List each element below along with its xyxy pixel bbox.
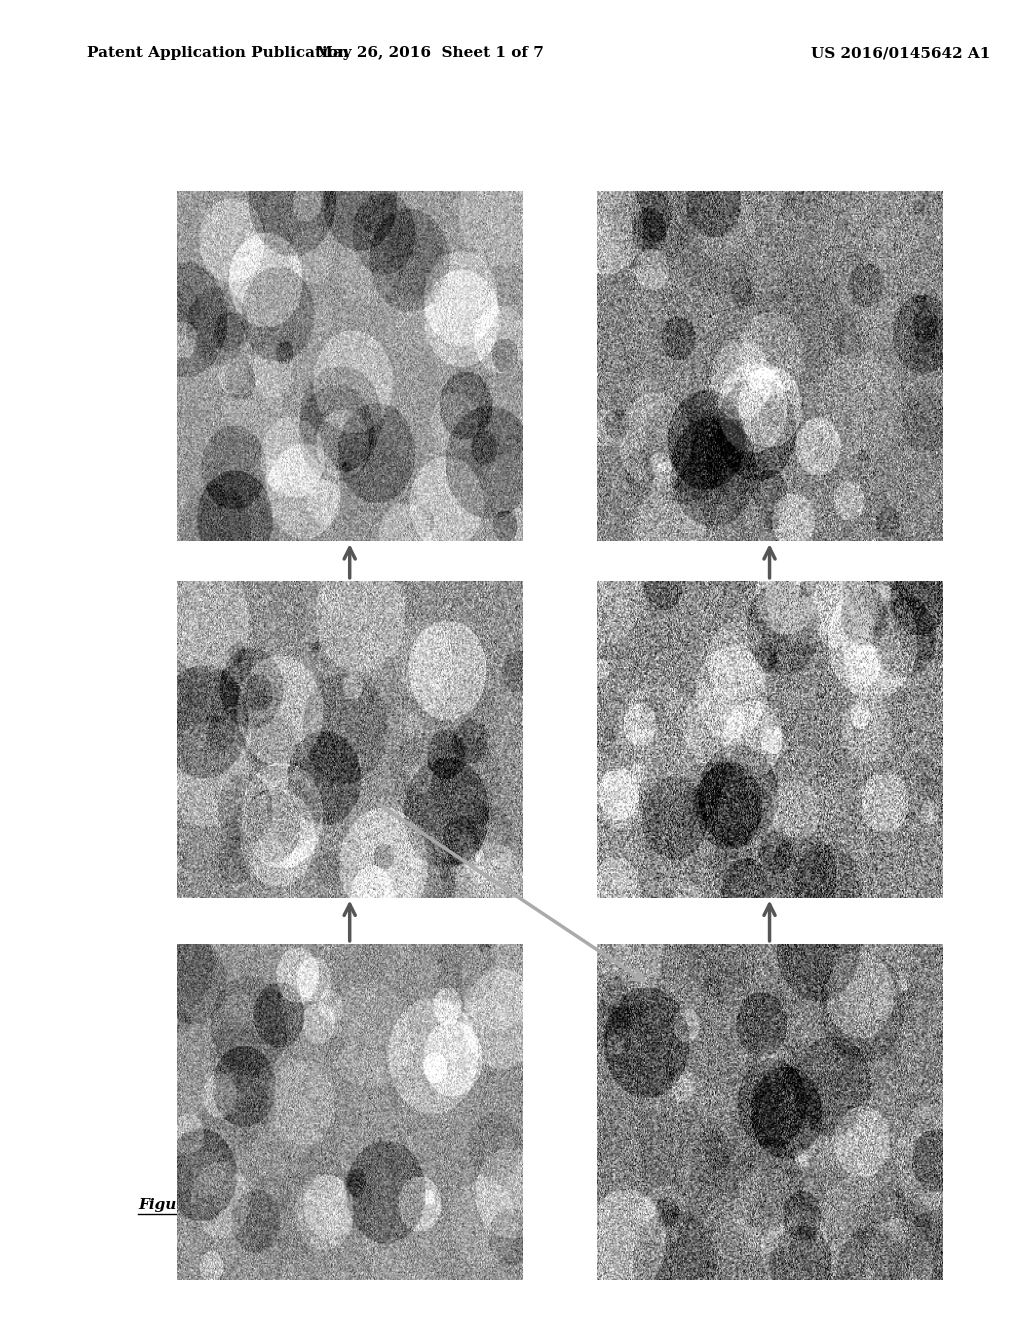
Text: Day 10: Day 10 [568,1077,587,1147]
Text: May 26, 2016  Sheet 1 of 7: May 26, 2016 Sheet 1 of 7 [316,46,544,61]
Text: Figure 1.: Figure 1. [138,1197,215,1212]
Text: Day 6: Day 6 [148,338,167,395]
Text: Day 4: Day 4 [148,710,167,768]
Text: Day 13: Day 13 [568,705,587,774]
Text: Patent Application Publication: Patent Application Publication [87,46,349,61]
Text: Day 1: Day 1 [148,1084,167,1140]
Text: Day 21: Day 21 [568,331,587,401]
Text: US 2016/0145642 A1: US 2016/0145642 A1 [811,46,991,61]
